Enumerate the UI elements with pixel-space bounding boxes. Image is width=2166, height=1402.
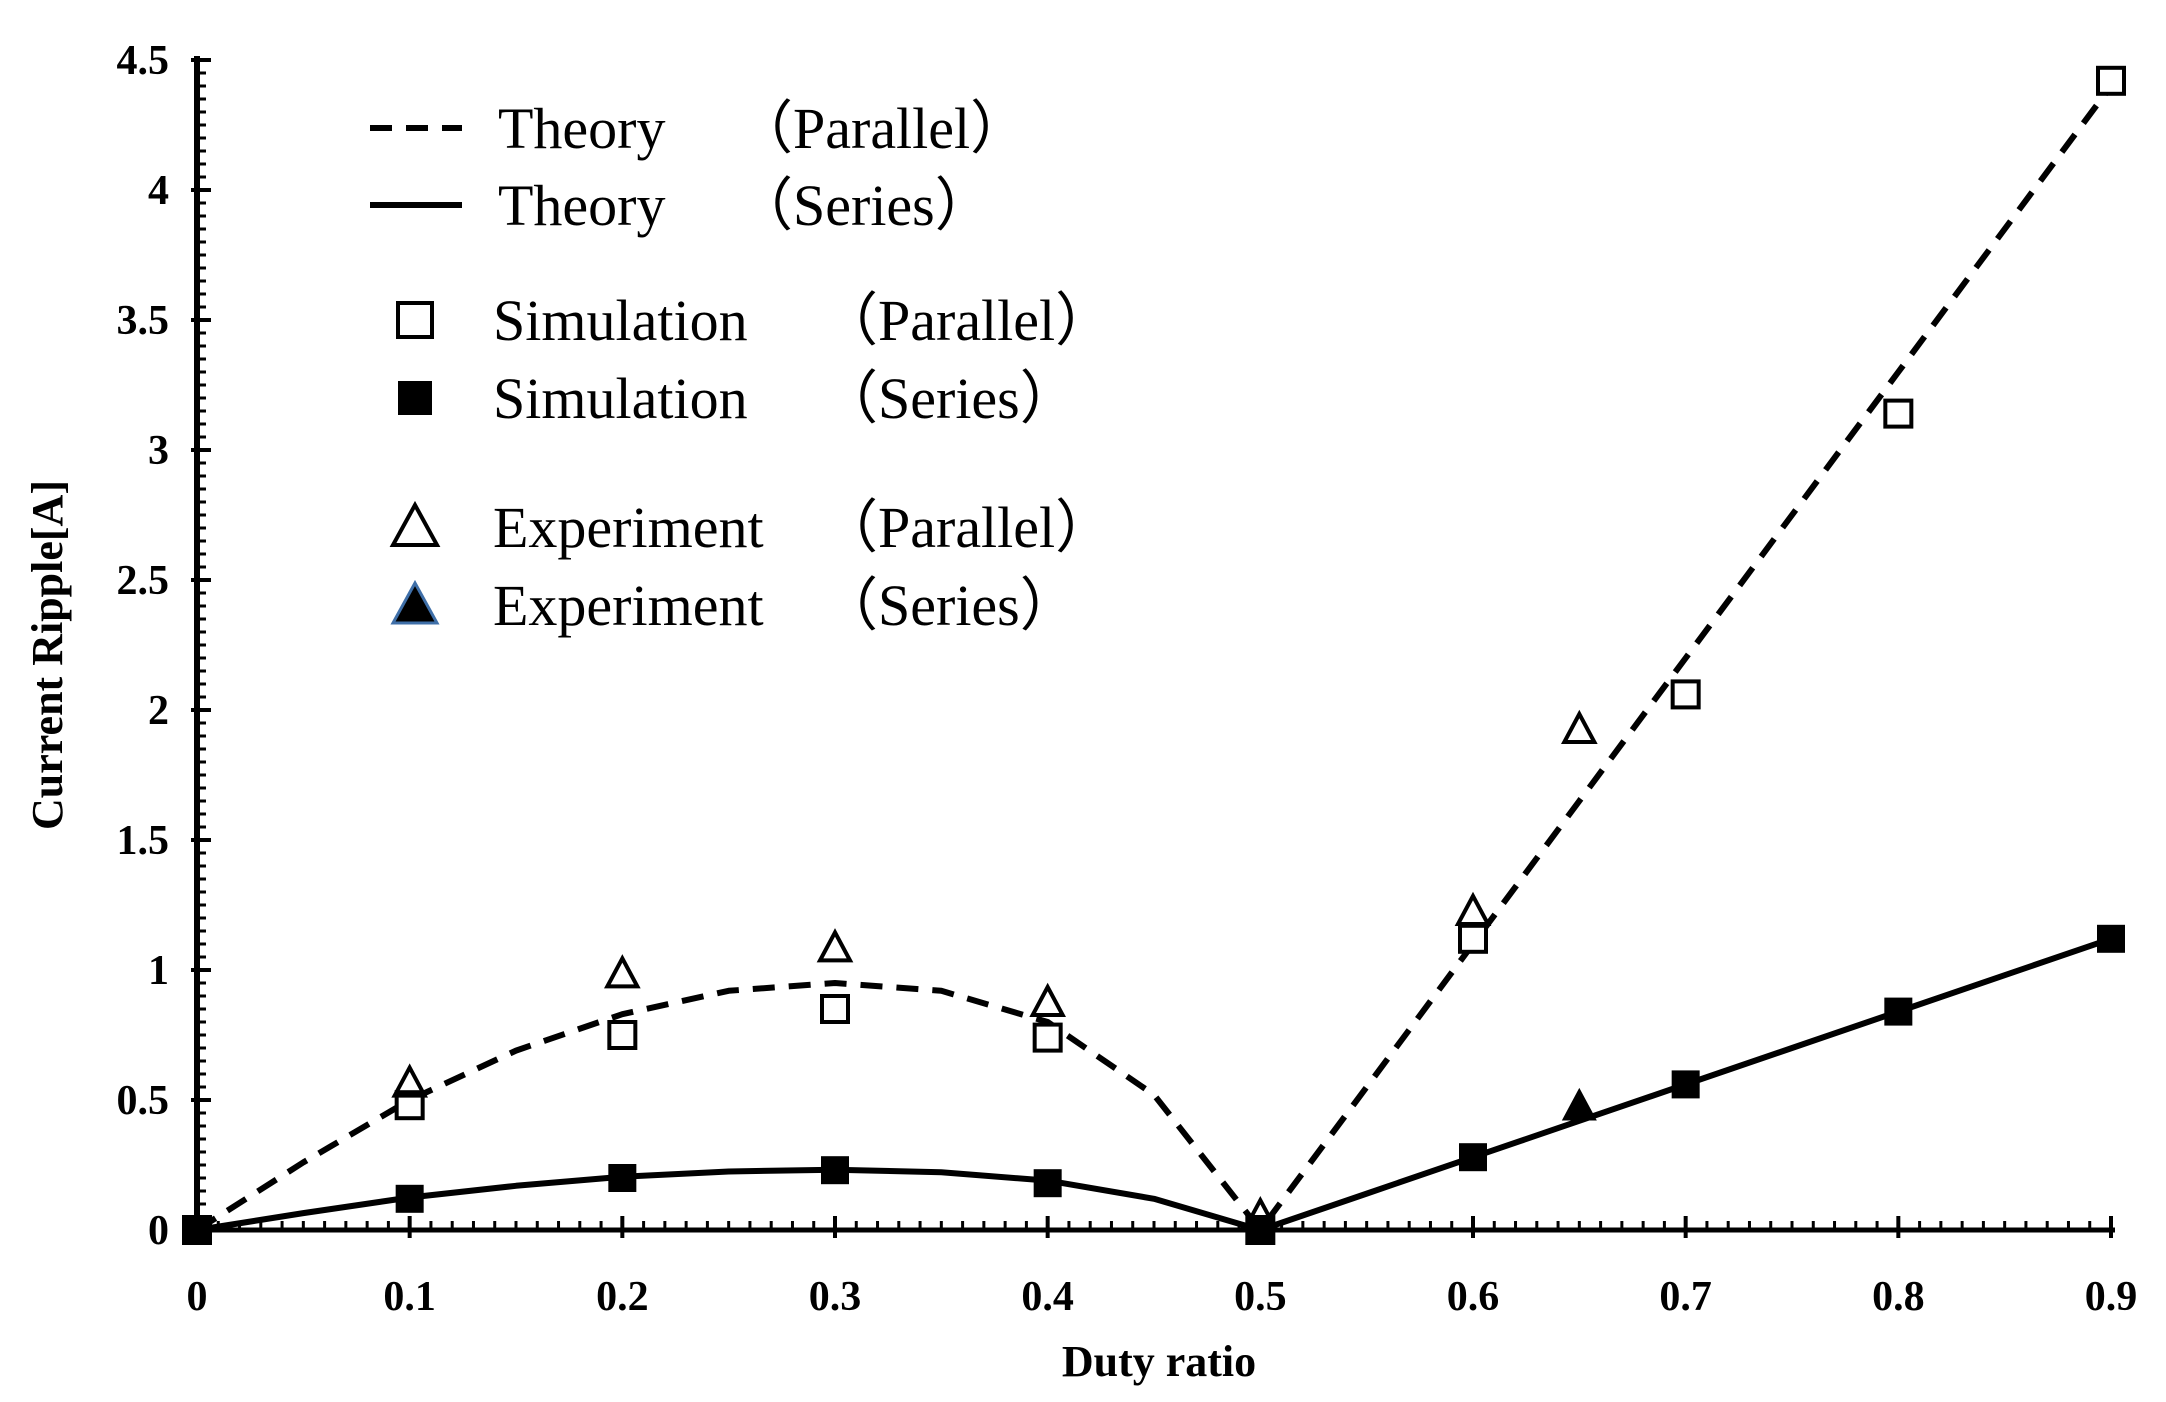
sim-series-point	[1671, 1070, 1700, 1099]
exp-parallel-point	[1454, 891, 1492, 926]
legend-label-paren: （Parallel）	[820, 495, 1113, 560]
exp-parallel-point	[1560, 709, 1598, 744]
y-tick-label: 4	[148, 168, 169, 214]
legend-item: Simulation （Series）	[398, 366, 1078, 431]
exp-parallel-point	[391, 1063, 429, 1098]
legend-item: Simulation （Parallel）	[396, 288, 1113, 353]
legend-item: Experiment （Series）	[390, 573, 1078, 638]
sim-series-point	[183, 1216, 211, 1244]
legend-open-square-swatch	[396, 301, 434, 339]
series-line-theory-parallel	[195, 84, 2114, 1233]
sim-parallel-point	[607, 1020, 638, 1050]
sim-parallel-point	[1032, 1022, 1063, 1053]
legend-item: Theory （Parallel）	[370, 96, 1028, 161]
exp-parallel-point	[816, 928, 854, 963]
y-axis-title: Current Ripple[A]	[23, 480, 72, 830]
sim-series-point	[1033, 1169, 1062, 1198]
legend-filled-square-swatch	[398, 381, 432, 415]
legend-label: Theory	[498, 96, 666, 161]
y-tick-label: 4.5	[117, 38, 170, 84]
legend-label: Simulation	[493, 288, 748, 353]
sim-series-point	[2097, 924, 2125, 953]
y-tick-label: 3	[148, 428, 169, 474]
sim-parallel-point	[2096, 65, 2126, 96]
x-tick-label: 0.1	[383, 1274, 436, 1320]
y-tick-label: 2.5	[117, 558, 170, 604]
x-tick-label: 0.9	[2085, 1274, 2138, 1320]
axis-titles: Duty ratio Current Ripple[A]	[23, 480, 1256, 1386]
x-tick-label: 0.2	[596, 1274, 649, 1320]
series-line-theory-series	[196, 935, 2112, 1233]
y-tick-label: 2	[148, 688, 169, 734]
exp-parallel-point	[1029, 982, 1067, 1017]
legend-open-triangle-swatch	[389, 500, 441, 547]
y-tick-label: 1	[148, 948, 169, 994]
x-axis-title: Duty ratio	[1062, 1337, 1256, 1386]
legend-label-paren: （Parallel）	[820, 288, 1113, 353]
sim-parallel-point	[1670, 679, 1701, 710]
legend-item: Theory （Series）	[370, 173, 993, 238]
legend-label-paren: （Series）	[820, 366, 1078, 431]
sim-series-point	[821, 1156, 849, 1185]
legend-label-paren: （Series）	[820, 573, 1078, 638]
y-tick-label: 0	[148, 1208, 169, 1254]
y-tick-label: 0.5	[117, 1078, 170, 1124]
x-tick-label: 0	[187, 1274, 208, 1320]
legend-item: Experiment （Parallel）	[389, 495, 1113, 560]
sim-parallel-point	[1458, 923, 1488, 954]
tick-labels: 0 0.5 1 1.5 2 2.5 3 3.5 4 4.5 0 0.1 0.2 0.3 0.4 0.5 0.6 0…	[117, 38, 2138, 1320]
exp-parallel-point	[1241, 1195, 1279, 1231]
y-tick-label: 3.5	[117, 298, 170, 344]
x-tick-label: 0.4	[1021, 1274, 1074, 1320]
x-tick-label: 0.3	[809, 1274, 862, 1320]
axes	[194, 56, 2115, 1233]
y-tick-label: 1.5	[117, 818, 170, 864]
x-tick-label: 0.5	[1234, 1274, 1287, 1320]
legend: Theory （Parallel）Theory （Series）Simulation…	[370, 96, 1113, 638]
exp-series-point	[1561, 1087, 1597, 1121]
legend-label: Theory	[498, 173, 666, 238]
sim-parallel-point	[1883, 398, 1914, 429]
x-tick-label: 0.6	[1447, 1274, 1500, 1320]
legend-label: Experiment	[493, 573, 764, 638]
legend-label: Experiment	[493, 495, 764, 560]
x-tick-label: 0.7	[1659, 1274, 1712, 1320]
sim-series-point	[1884, 997, 1913, 1026]
plot-series	[182, 65, 2126, 1245]
sim-series-point	[395, 1184, 424, 1213]
legend-filled-triangle-swatch	[390, 579, 440, 625]
legend-label-paren: （Parallel）	[735, 96, 1028, 161]
sim-series-point	[1459, 1143, 1487, 1172]
x-tick-label: 0.8	[1872, 1274, 1925, 1320]
exp-parallel-point	[603, 954, 641, 989]
legend-label-paren: （Series）	[735, 173, 993, 238]
sim-parallel-point	[820, 994, 850, 1024]
sim-series-point	[608, 1164, 637, 1192]
legend-label: Simulation	[493, 366, 748, 431]
tick-marks	[191, 58, 2113, 1238]
